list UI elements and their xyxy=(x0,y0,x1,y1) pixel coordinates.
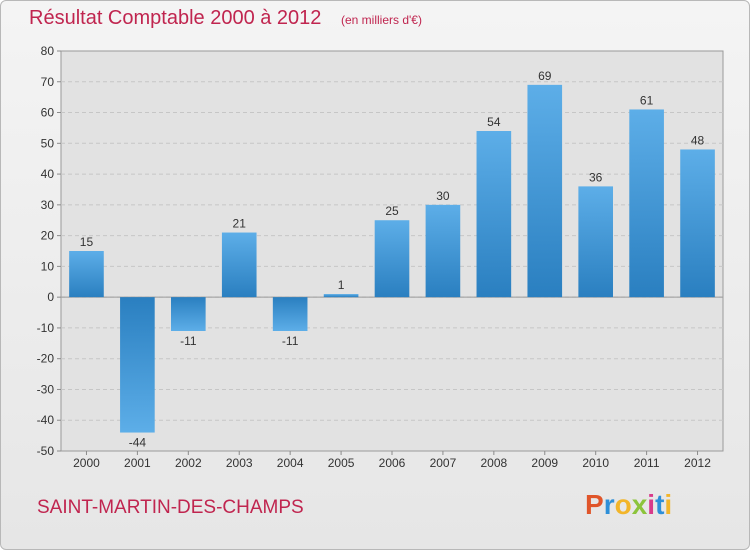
bar-2006 xyxy=(374,220,410,298)
x-tick-label: 2009 xyxy=(531,456,558,470)
data-label: 54 xyxy=(487,115,501,129)
x-tick-label: 2001 xyxy=(124,456,151,470)
x-tick-label: 2005 xyxy=(328,456,355,470)
y-tick-label: -40 xyxy=(37,413,55,427)
y-tick-label: -10 xyxy=(37,321,55,335)
bar-2007 xyxy=(425,204,461,298)
x-tick-label: 2002 xyxy=(175,456,202,470)
data-label: 30 xyxy=(436,189,450,203)
data-label: -11 xyxy=(282,334,299,348)
y-tick-label: -20 xyxy=(37,352,55,366)
bar-2003 xyxy=(221,232,257,298)
bar-2004 xyxy=(272,297,308,331)
data-label: -11 xyxy=(180,334,197,348)
y-tick-label: 50 xyxy=(41,136,55,150)
y-tick-label: 20 xyxy=(41,229,55,243)
data-label: 69 xyxy=(538,69,552,83)
y-tick-label: 0 xyxy=(47,290,54,304)
bar-2002 xyxy=(170,297,206,331)
chart-subtitle: (en milliers d'€) xyxy=(341,13,422,27)
y-tick-label: -30 xyxy=(37,382,55,396)
bar-2012 xyxy=(680,149,715,298)
chart-title: Résultat Comptable 2000 à 2012 xyxy=(29,7,322,29)
bar-2009 xyxy=(527,84,563,298)
data-label: 48 xyxy=(691,133,705,147)
bar-2008 xyxy=(476,131,512,298)
bar-2000 xyxy=(69,251,104,298)
x-tick-label: 2003 xyxy=(226,456,253,470)
y-tick-label: 80 xyxy=(41,44,55,58)
data-label: 36 xyxy=(589,170,603,184)
x-tick-label: 2004 xyxy=(277,456,304,470)
data-label: 15 xyxy=(80,235,94,249)
commune-name: SAINT-MARTIN-DES-CHAMPS xyxy=(37,497,304,518)
bar-2005 xyxy=(323,294,359,298)
x-tick-label: 2012 xyxy=(684,456,711,470)
bar-2011 xyxy=(629,109,664,298)
y-tick-label: 70 xyxy=(41,75,55,89)
data-label: 25 xyxy=(385,204,399,218)
x-tick-label: 2000 xyxy=(73,456,100,470)
x-tick-label: 2006 xyxy=(379,456,406,470)
data-label: 1 xyxy=(338,278,345,292)
y-tick-label: -50 xyxy=(37,444,55,458)
bar-2010 xyxy=(578,186,614,298)
data-label: 21 xyxy=(233,217,247,231)
x-tick-label: 2010 xyxy=(582,456,609,470)
y-tick-label: 40 xyxy=(41,167,55,181)
x-tick-label: 2007 xyxy=(430,456,457,470)
x-tick-label: 2008 xyxy=(480,456,507,470)
bar-2001 xyxy=(120,297,155,433)
y-tick-label: 30 xyxy=(41,198,55,212)
y-tick-label: 60 xyxy=(41,106,55,120)
data-label: 61 xyxy=(640,93,654,107)
x-tick-label: 2011 xyxy=(634,456,660,470)
data-label: -44 xyxy=(129,436,147,450)
y-tick-label: 10 xyxy=(41,259,55,273)
proxiti-logo: Proxiti xyxy=(585,489,673,520)
